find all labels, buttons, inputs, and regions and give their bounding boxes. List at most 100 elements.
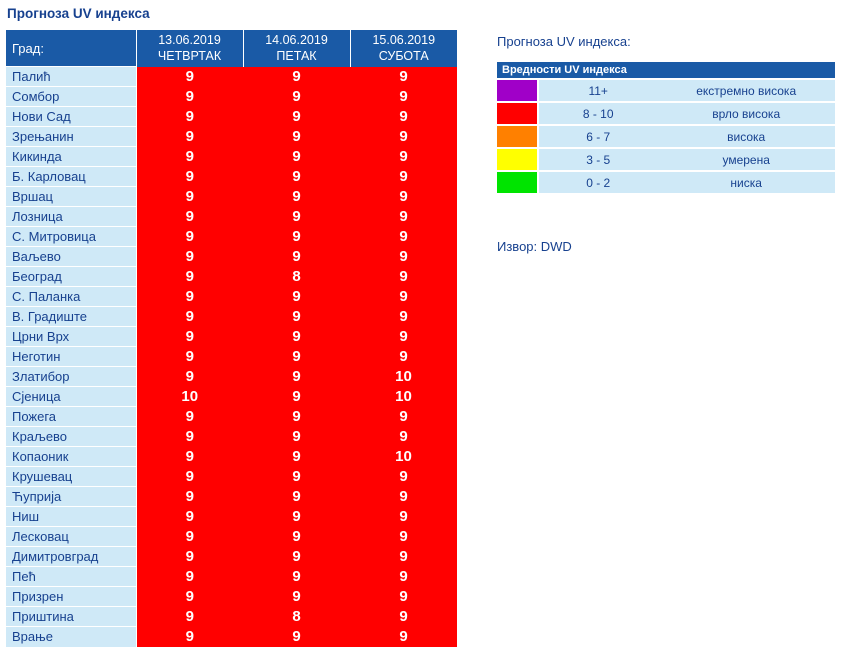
uv-value-cell: 8 bbox=[243, 266, 350, 287]
city-cell: Црни Врх bbox=[6, 326, 137, 347]
table-row: Нови Сад 9 9 9 bbox=[6, 106, 457, 127]
legend-row-main: 8 - 10 врло висока bbox=[539, 103, 835, 124]
legend-color-swatch bbox=[497, 126, 537, 147]
uv-value-cell: 9 bbox=[136, 546, 243, 567]
city-cell: Сомбор bbox=[6, 86, 137, 107]
uv-value-cell: 9 bbox=[350, 146, 457, 167]
legend-label: умерена bbox=[722, 152, 770, 167]
legend-range: 8 - 10 bbox=[582, 106, 614, 121]
uv-forecast-table: Град: 13.06.2019 ЧЕТВРТАК 14.06.2019 ПЕТ… bbox=[6, 30, 457, 647]
table-row: Црни Врх 9 9 9 bbox=[6, 326, 457, 347]
table-row: Златибор 9 9 10 bbox=[6, 366, 457, 387]
table-row: Краљево 9 9 9 bbox=[6, 426, 457, 447]
city-cell: Ниш bbox=[6, 506, 137, 527]
city-cell: Златибор bbox=[6, 366, 137, 387]
uv-value-cell: 9 bbox=[136, 486, 243, 507]
uv-value-cell: 9 bbox=[136, 246, 243, 267]
city-cell: Призрен bbox=[6, 586, 137, 607]
uv-value-cell: 9 bbox=[243, 106, 350, 127]
legend-row-main: 11+ екстремно висока bbox=[539, 80, 835, 101]
uv-value-cell: 9 bbox=[136, 426, 243, 447]
legend-row-main: 0 - 2 ниска bbox=[539, 172, 835, 193]
uv-value-cell: 9 bbox=[136, 286, 243, 307]
uv-value-cell: 9 bbox=[136, 306, 243, 327]
uv-value-cell: 9 bbox=[243, 286, 350, 307]
legend-row: 0 - 2 ниска bbox=[497, 172, 835, 193]
table-row: Копаоник 9 9 10 bbox=[6, 446, 457, 467]
uv-value-cell: 9 bbox=[350, 286, 457, 307]
city-cell: Лозница bbox=[6, 206, 137, 227]
uv-value-cell: 9 bbox=[243, 86, 350, 107]
uv-value-cell: 9 bbox=[350, 246, 457, 267]
legend-title: Прогноза UV индекса: bbox=[497, 34, 631, 49]
city-cell: Пожега bbox=[6, 406, 137, 427]
table-row: Сјеница 10 9 10 bbox=[6, 386, 457, 407]
uv-value-cell: 9 bbox=[350, 406, 457, 427]
legend-row: 3 - 5 умерена bbox=[497, 149, 835, 170]
uv-value-cell: 9 bbox=[350, 326, 457, 347]
uv-value-cell: 10 bbox=[350, 386, 457, 407]
city-cell: Копаоник bbox=[6, 446, 137, 467]
uv-value-cell: 9 bbox=[136, 146, 243, 167]
uv-value-cell: 9 bbox=[243, 426, 350, 447]
page-title: Прогноза UV индекса bbox=[7, 6, 150, 21]
legend-row: 6 - 7 висока bbox=[497, 126, 835, 147]
city-cell: Лесковац bbox=[6, 526, 137, 547]
legend-color-swatch bbox=[497, 149, 537, 170]
city-cell: Краљево bbox=[6, 426, 137, 447]
legend-label: врло висока bbox=[712, 106, 781, 121]
uv-value-cell: 9 bbox=[136, 206, 243, 227]
uv-value-cell: 10 bbox=[350, 366, 457, 387]
uv-value-cell: 9 bbox=[350, 126, 457, 147]
uv-value-cell: 9 bbox=[350, 206, 457, 227]
header-date-2: 14.06.2019 bbox=[265, 33, 328, 47]
table-row: Палић 9 9 9 bbox=[6, 66, 457, 87]
table-row: Врање 9 9 9 bbox=[6, 626, 457, 647]
uv-value-cell: 9 bbox=[243, 526, 350, 547]
table-row: Димитровград 9 9 9 bbox=[6, 546, 457, 567]
uv-value-cell: 9 bbox=[350, 266, 457, 287]
legend-label: висока bbox=[727, 129, 766, 144]
city-cell: Приштина bbox=[6, 606, 137, 627]
table-row: Зрењанин 9 9 9 bbox=[6, 126, 457, 147]
sidebar: Прогноза UV индекса: Вредности UV индекс… bbox=[497, 30, 837, 254]
uv-value-cell: 9 bbox=[136, 86, 243, 107]
city-cell: Ваљево bbox=[6, 246, 137, 267]
table-row: Вршац 9 9 9 bbox=[6, 186, 457, 207]
uv-value-cell: 9 bbox=[136, 326, 243, 347]
uv-value-cell: 9 bbox=[243, 406, 350, 427]
header-row: Град: 13.06.2019 ЧЕТВРТАК 14.06.2019 ПЕТ… bbox=[6, 30, 457, 67]
uv-value-cell: 9 bbox=[243, 146, 350, 167]
legend-range: 11+ bbox=[588, 83, 608, 98]
city-cell: Димитровград bbox=[6, 546, 137, 567]
city-cell: Неготин bbox=[6, 346, 137, 367]
city-cell: Београд bbox=[6, 266, 137, 287]
table-row: Ћуприја 9 9 9 bbox=[6, 486, 457, 507]
uv-value-cell: 9 bbox=[136, 186, 243, 207]
date-column-header-3: 15.06.2019 СУБОТА bbox=[349, 30, 457, 67]
legend-header: Вредности UV индекса bbox=[497, 62, 835, 78]
city-cell: С. Паланка bbox=[6, 286, 137, 307]
uv-value-cell: 9 bbox=[136, 166, 243, 187]
uv-value-cell: 9 bbox=[243, 126, 350, 147]
source-label: Извор: DWD bbox=[497, 239, 572, 254]
uv-value-cell: 9 bbox=[136, 466, 243, 487]
uv-value-cell: 9 bbox=[350, 166, 457, 187]
uv-value-cell: 9 bbox=[243, 386, 350, 407]
uv-value-cell: 9 bbox=[136, 366, 243, 387]
legend-row-main: 3 - 5 умерена bbox=[539, 149, 835, 170]
uv-value-cell: 9 bbox=[350, 86, 457, 107]
uv-value-cell: 9 bbox=[350, 566, 457, 587]
table-row: С. Митровица 9 9 9 bbox=[6, 226, 457, 247]
legend-color-swatch bbox=[497, 172, 537, 193]
uv-value-cell: 9 bbox=[243, 306, 350, 327]
date-column-header-1: 13.06.2019 ЧЕТВРТАК bbox=[135, 30, 243, 67]
uv-value-cell: 9 bbox=[136, 566, 243, 587]
uv-value-cell: 9 bbox=[136, 526, 243, 547]
header-weekday-1: ЧЕТВРТАК bbox=[157, 49, 222, 64]
uv-value-cell: 9 bbox=[350, 226, 457, 247]
uv-value-cell: 9 bbox=[243, 66, 350, 87]
table-row: Призрен 9 9 9 bbox=[6, 586, 457, 607]
uv-value-cell: 9 bbox=[136, 406, 243, 427]
legend-rows: 11+ екстремно висока 8 - 10 врло висока 6 - … bbox=[497, 80, 835, 193]
